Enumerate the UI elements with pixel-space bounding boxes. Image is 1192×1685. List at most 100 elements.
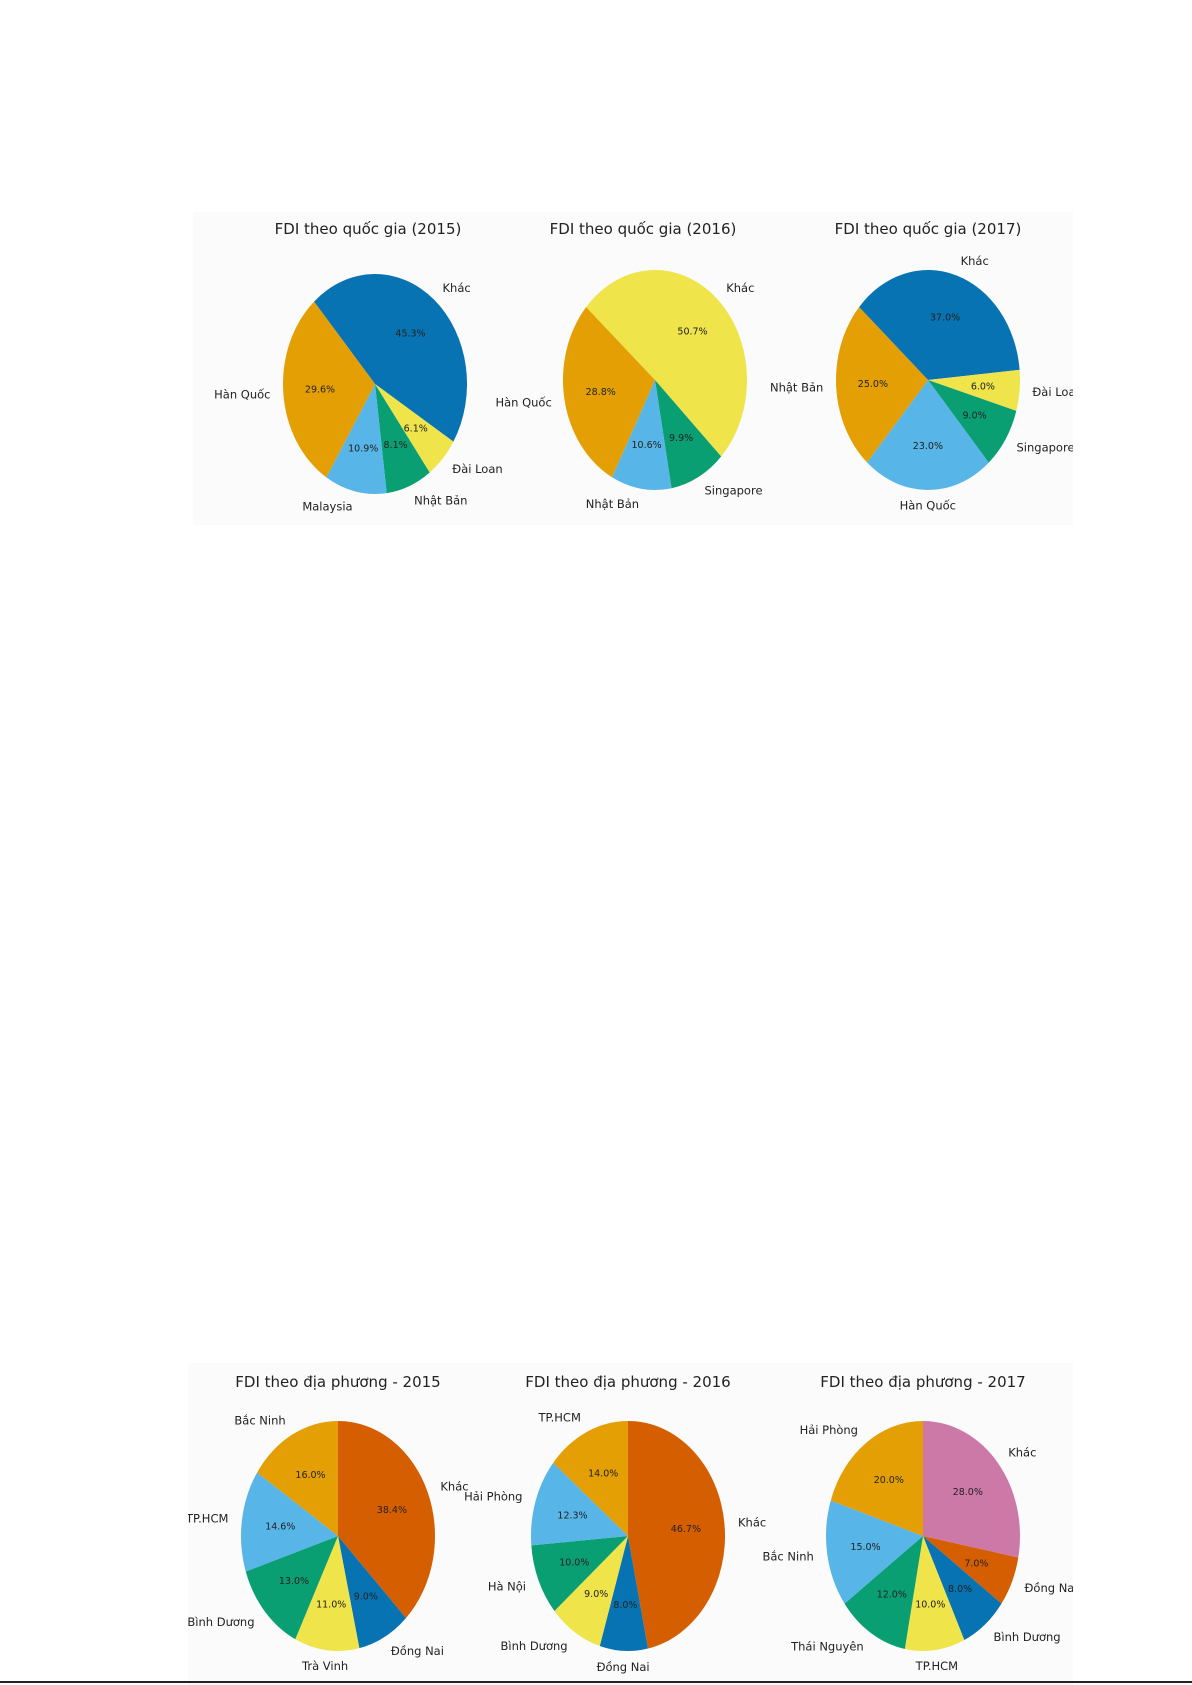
- pie-slice: [562, 307, 655, 478]
- pie-slice: [904, 1536, 965, 1651]
- pie-slice: [923, 1536, 1002, 1641]
- slice-category-label: Khác: [443, 281, 471, 295]
- pie-slice: [923, 1421, 1020, 1558]
- pie-slice: [867, 380, 989, 491]
- pie-slice: [245, 1536, 338, 1640]
- slice-percent-label: 11.0%: [316, 1600, 346, 1611]
- pie-slice: [928, 369, 1021, 411]
- slice-percent-label: 7.0%: [964, 1558, 988, 1569]
- locality-charts-panel: FDI theo địa phương - 2015 38.4% Khác 9.0% Đ…: [188, 1363, 1073, 1685]
- pie-chart-2: FDI theo quốc gia (2016) 50.7% Khác 9.9% Sin…: [495, 220, 762, 511]
- slice-percent-label: 10.9%: [348, 444, 378, 455]
- pie-slice: [599, 1536, 648, 1652]
- slice-percent-label: 10.0%: [559, 1558, 589, 1569]
- pie-chart-5: FDI theo địa phương - 2016 46.7% Khác 8.0% Đ…: [464, 1373, 766, 1674]
- slice-percent-label: 8.0%: [613, 1600, 637, 1611]
- pie-slice: [530, 1462, 628, 1546]
- pie-slice: [338, 1421, 436, 1619]
- pie-slice: [628, 1421, 726, 1649]
- pie-slice: [326, 384, 387, 495]
- country-charts-svg: FDI theo quốc gia (2015) 45.3% Khác 6.1% Đài…: [214, 220, 1073, 514]
- slice-percent-label: 14.6%: [265, 1522, 295, 1533]
- slice-category-label: Đồng Nai: [597, 1660, 650, 1674]
- slice-percent-label: 12.0%: [877, 1589, 907, 1600]
- slice-category-label: Hàn Quốc: [495, 396, 551, 410]
- pie-slice: [655, 380, 722, 489]
- pie-slice: [282, 301, 375, 478]
- pie-slice: [375, 384, 454, 473]
- pie-slice: [375, 384, 430, 494]
- slice-category-label: Bắc Ninh: [234, 1414, 285, 1428]
- pie-slice: [830, 1421, 923, 1536]
- slice-category-label: Singapore: [705, 484, 763, 498]
- slice-percent-label: 38.4%: [377, 1505, 407, 1516]
- slice-category-label: Đài Loan: [452, 462, 502, 476]
- slice-category-label: Hải Phòng: [800, 1423, 858, 1437]
- slice-percent-label: 14.0%: [588, 1469, 618, 1480]
- slice-percent-label: 9.0%: [354, 1592, 378, 1603]
- slice-percent-label: 29.6%: [305, 385, 335, 396]
- slice-percent-label: 13.0%: [279, 1576, 309, 1587]
- slice-percent-label: 6.1%: [404, 424, 428, 435]
- pie-slice: [586, 270, 747, 457]
- pie-slice: [923, 1536, 1019, 1604]
- chart-title: FDI theo địa phương - 2017: [820, 1373, 1025, 1391]
- slice-category-label: Thái Nguyên: [790, 1640, 864, 1654]
- slice-category-label: Bắc Ninh: [763, 1550, 814, 1564]
- pie-slice: [844, 1536, 923, 1649]
- pie-slice: [835, 307, 928, 463]
- slice-percent-label: 23.0%: [913, 441, 943, 452]
- slice-category-label: TP.HCM: [188, 1511, 228, 1525]
- chart-title: FDI theo địa phương - 2015: [235, 1373, 440, 1391]
- page-bottom-rule: [0, 1681, 1192, 1683]
- slice-category-label: Malaysia: [302, 500, 352, 514]
- slice-percent-label: 8.0%: [948, 1584, 972, 1595]
- pie-chart-4: FDI theo địa phương - 2015 38.4% Khác 9.0% Đ…: [188, 1373, 469, 1673]
- slice-category-label: Hàn Quốc: [900, 498, 956, 512]
- slice-category-label: Khác: [961, 254, 989, 268]
- pie-slice: [612, 380, 672, 490]
- chart-title: FDI theo quốc gia (2015): [275, 220, 462, 238]
- slice-category-label: Nhật Bản: [586, 497, 639, 511]
- slice-percent-label: 9.0%: [584, 1589, 608, 1600]
- slice-percent-label: 8.1%: [384, 440, 408, 451]
- chart-title: FDI theo quốc gia (2017): [835, 220, 1022, 238]
- slice-category-label: Hải Phòng: [464, 1490, 522, 1504]
- slice-category-label: Nhật Bản: [770, 381, 823, 395]
- slice-category-label: Singapore: [1017, 440, 1074, 454]
- pie-slice: [554, 1536, 628, 1647]
- slice-category-label: Khác: [1008, 1445, 1036, 1459]
- pie-slice: [531, 1536, 628, 1611]
- pie-chart-1: FDI theo quốc gia (2015) 45.3% Khác 6.1% Đài…: [214, 220, 503, 514]
- slice-category-label: Nhật Bản: [414, 493, 467, 507]
- slice-category-label: Đồng Nai: [1025, 1581, 1074, 1595]
- slice-percent-label: 6.0%: [971, 381, 995, 392]
- slice-category-label: Hàn Quốc: [214, 387, 270, 401]
- slice-category-label: Bình Dương: [994, 1630, 1061, 1644]
- slice-percent-label: 20.0%: [874, 1475, 904, 1486]
- slice-percent-label: 25.0%: [858, 379, 888, 390]
- pie-slice: [257, 1421, 338, 1536]
- slice-percent-label: 28.8%: [586, 387, 616, 398]
- pie-slice: [928, 380, 1017, 463]
- slice-category-label: Đài Loan: [1032, 385, 1073, 399]
- slice-percent-label: 9.0%: [963, 411, 987, 422]
- slice-percent-label: 45.3%: [395, 329, 425, 340]
- slice-percent-label: 12.3%: [557, 1510, 587, 1521]
- slice-percent-label: 28.0%: [953, 1487, 983, 1498]
- pie-chart-3: FDI theo quốc gia (2017) 37.0% Khác 6.0% Đài…: [770, 220, 1073, 512]
- slice-percent-label: 46.7%: [671, 1524, 701, 1535]
- slice-category-label: Bình Dương: [188, 1615, 255, 1629]
- slice-percent-label: 37.0%: [930, 312, 960, 323]
- slice-category-label: TP.HCM: [537, 1410, 580, 1424]
- slice-percent-label: 50.7%: [677, 327, 707, 338]
- chart-title: FDI theo địa phương - 2016: [525, 1373, 730, 1391]
- slice-category-label: Đồng Nai: [391, 1644, 444, 1658]
- pie-slice: [553, 1421, 628, 1536]
- pie-chart-6: FDI theo địa phương - 2017 28.0% Khác 7.0% Đ…: [763, 1373, 1073, 1673]
- slice-percent-label: 10.0%: [915, 1600, 945, 1611]
- slice-category-label: Hà Nội: [488, 1580, 526, 1594]
- slice-percent-label: 9.9%: [669, 433, 693, 444]
- chart-title: FDI theo quốc gia (2016): [550, 220, 737, 238]
- pie-slice: [338, 1536, 406, 1649]
